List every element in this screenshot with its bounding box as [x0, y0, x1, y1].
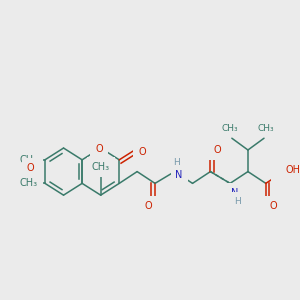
Text: CH₃: CH₃ [222, 124, 238, 133]
Text: O: O [95, 144, 103, 154]
Text: O: O [214, 145, 221, 155]
Text: O: O [269, 201, 277, 211]
Text: CH₃: CH₃ [257, 124, 274, 133]
Text: O: O [27, 170, 34, 181]
Text: CH₃: CH₃ [92, 162, 110, 172]
Text: CH₃: CH₃ [20, 155, 38, 165]
Text: N: N [231, 188, 238, 198]
Text: CH₃: CH₃ [20, 178, 38, 188]
Text: O: O [144, 201, 152, 211]
Text: N: N [176, 169, 183, 179]
Text: H: H [173, 158, 180, 167]
Text: O: O [138, 147, 146, 157]
Text: O: O [27, 163, 34, 173]
Text: OH: OH [285, 165, 300, 175]
Text: H: H [234, 196, 241, 206]
